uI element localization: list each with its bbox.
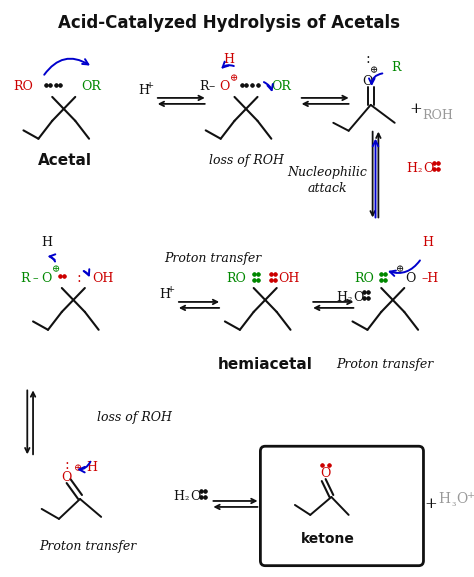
Text: RO: RO	[227, 272, 246, 284]
Text: :: :	[365, 52, 370, 66]
Text: H: H	[337, 291, 347, 305]
Text: H: H	[86, 460, 97, 474]
Text: OH: OH	[279, 272, 300, 284]
Text: ⊕: ⊕	[52, 265, 60, 275]
Text: +: +	[146, 81, 154, 91]
Text: H: H	[41, 236, 52, 249]
Text: H: H	[223, 53, 234, 66]
Text: O: O	[320, 467, 331, 479]
Text: H: H	[138, 84, 149, 98]
Text: ₃: ₃	[452, 498, 456, 508]
Text: +: +	[410, 102, 422, 116]
Text: O: O	[456, 492, 467, 506]
Text: ₂: ₂	[184, 492, 189, 502]
Text: :: :	[77, 271, 82, 285]
Text: O: O	[62, 471, 72, 484]
Text: ⊕: ⊕	[370, 66, 378, 76]
Text: +: +	[167, 286, 175, 294]
Text: :: :	[64, 458, 69, 472]
Text: OR: OR	[81, 80, 101, 93]
Text: hemiacetal: hemiacetal	[218, 357, 313, 372]
Text: O: O	[220, 80, 230, 93]
Text: ⊕: ⊕	[74, 464, 82, 474]
Text: OR: OR	[271, 80, 291, 93]
Text: +: +	[425, 497, 438, 511]
Text: ROH: ROH	[422, 109, 453, 122]
Text: Proton transfer: Proton transfer	[39, 540, 137, 553]
Text: Acetal: Acetal	[38, 153, 92, 168]
Text: Proton transfer: Proton transfer	[337, 358, 434, 371]
Text: +: +	[467, 490, 474, 500]
Text: R: R	[391, 61, 401, 74]
Text: H: H	[422, 236, 433, 249]
Text: O: O	[423, 162, 433, 175]
Text: O: O	[363, 74, 373, 88]
Text: –: –	[209, 80, 215, 93]
Text: –H: –H	[421, 272, 439, 284]
Text: RO: RO	[354, 272, 374, 284]
Text: O: O	[353, 291, 364, 305]
Text: H: H	[173, 490, 184, 504]
Text: ₂: ₂	[418, 164, 422, 174]
Text: H: H	[438, 492, 451, 506]
Text: H: H	[159, 288, 170, 301]
FancyBboxPatch shape	[260, 446, 423, 565]
Text: OH: OH	[92, 272, 114, 284]
Text: Proton transfer: Proton transfer	[164, 252, 261, 265]
Text: R: R	[199, 80, 209, 93]
Text: ⊕: ⊕	[396, 265, 404, 275]
Text: –: –	[32, 273, 38, 283]
Text: RO: RO	[13, 80, 33, 93]
Text: O: O	[405, 272, 415, 284]
Text: R: R	[21, 272, 30, 284]
Text: attack: attack	[308, 182, 347, 195]
Text: ₂: ₂	[347, 293, 352, 303]
Text: Acid-Catalyzed Hydrolysis of Acetals: Acid-Catalyzed Hydrolysis of Acetals	[58, 14, 400, 32]
Text: O: O	[41, 272, 52, 284]
Text: ketone: ketone	[301, 532, 355, 546]
Text: loss of ROH: loss of ROH	[97, 411, 172, 424]
Text: H: H	[407, 162, 418, 175]
Text: Nucleophilic: Nucleophilic	[288, 166, 367, 179]
Text: ⊕: ⊕	[230, 74, 238, 84]
Text: loss of ROH: loss of ROH	[209, 154, 283, 167]
Text: O: O	[190, 490, 201, 504]
